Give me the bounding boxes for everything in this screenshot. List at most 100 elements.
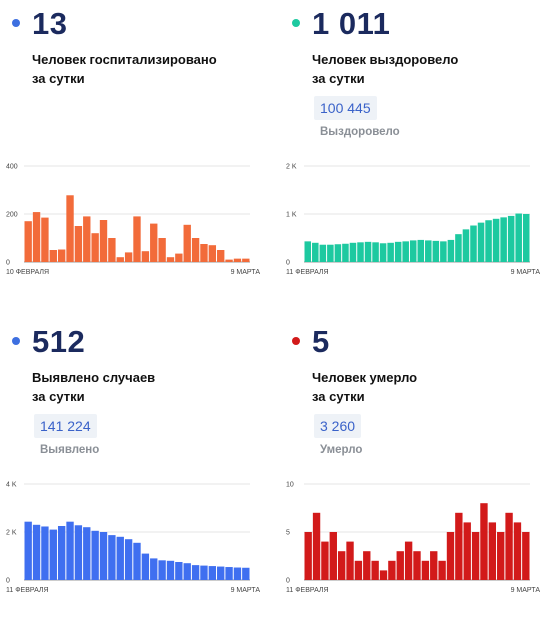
cases-bar [166, 560, 175, 580]
hospitalized-bar [116, 257, 124, 262]
hospitalized-count: 13 [32, 6, 68, 41]
deaths-description-line1: Человек умерло [312, 370, 418, 385]
hospitalized-bar [175, 253, 183, 262]
cases-chart: 4 K 2 K 0 11 ФЕВРАЛЯ 9 МАРТА [6, 482, 260, 595]
cases-bar [208, 566, 217, 580]
deaths-count: 5 [312, 324, 330, 359]
deaths-bar [463, 522, 471, 580]
recovered-total-value: 100 445 [314, 96, 377, 120]
recovered-bar [387, 242, 394, 262]
recovered-bar [425, 240, 432, 262]
cases-bar [141, 553, 150, 580]
hospitalized-bar [200, 244, 208, 262]
deaths-xend-label: 9 МАРТА [511, 587, 541, 594]
cases-bar [41, 526, 49, 580]
recovered-bar [394, 241, 402, 262]
recovered-bar [357, 242, 364, 262]
deaths-ytick-label: 0 [286, 578, 290, 585]
deaths-bar [354, 560, 363, 580]
hospitalized-xstart-label: 10 ФЕВРАЛЯ [6, 269, 49, 276]
deaths-bar [329, 532, 337, 580]
recovered-bar [432, 240, 440, 262]
recovered-bar [349, 242, 357, 262]
cases-bar [175, 562, 183, 580]
hospitalized-bar [233, 258, 242, 262]
deaths-bar [446, 532, 455, 580]
recovered-bar [470, 225, 477, 262]
cases-bar [116, 536, 124, 580]
cases-total-value: 141 224 [34, 414, 97, 438]
hospitalized-bar [124, 252, 133, 262]
recovered-xend-label: 9 МАРТА [511, 269, 541, 276]
cases-ytick-label: 4 K [6, 482, 17, 489]
deaths-bar [471, 532, 480, 580]
hospitalized-bar [158, 238, 166, 262]
hospitalized-indicator-dot [12, 19, 20, 27]
recovered-bar [500, 217, 507, 262]
recovered-bar [402, 241, 409, 262]
recovered-total-label: Выздоровело [320, 126, 400, 138]
deaths-chart: 10 5 0 11 ФЕВРАЛЯ 9 МАРТА [286, 482, 541, 595]
cases-description-line2: за сутки [32, 389, 85, 404]
deaths-description: Человек умерло за сутки [312, 368, 537, 406]
recovered-description: Человек выздоровело за сутки [312, 50, 537, 88]
cases-xstart-label: 11 ФЕВРАЛЯ [6, 587, 49, 594]
deaths-panel: 5 Человек умерло за сутки 3 260 Умерло 1… [280, 318, 542, 618]
hospitalized-bar [57, 249, 66, 262]
deaths-xstart-label: 11 ФЕВРАЛЯ [286, 587, 329, 594]
deaths-bar [346, 541, 354, 580]
deaths-ytick-label: 10 [286, 482, 294, 489]
cases-count: 512 [32, 324, 86, 359]
deaths-bar [488, 522, 497, 580]
deaths-bar [337, 551, 346, 580]
deaths-bar [513, 522, 522, 580]
recovered-chart: 2 K 1 K 0 11 ФЕВРАЛЯ 9 МАРТА [286, 164, 541, 277]
hospitalized-bar [217, 250, 225, 262]
recovered-bar [334, 244, 342, 262]
recovered-xstart-label: 11 ФЕВРАЛЯ [286, 269, 329, 276]
hospitalized-bar [91, 233, 99, 262]
cases-bar [124, 539, 133, 580]
hospitalized-bar [166, 257, 175, 262]
hospitalized-bar [74, 226, 83, 262]
cases-bar [200, 565, 208, 580]
deaths-bar [438, 560, 446, 580]
cases-ytick-label: 0 [6, 578, 10, 585]
recovered-bar [485, 220, 492, 262]
hospitalized-bar [191, 238, 200, 262]
hospitalized-panel: 13 Человек госпитализировано за сутки 40… [0, 0, 262, 300]
cases-bar [183, 563, 191, 580]
recovered-bar [342, 243, 349, 262]
cases-bar [233, 567, 242, 580]
hospitalized-bar [24, 221, 32, 262]
hospitalized-ytick-label: 0 [6, 260, 10, 267]
recovered-bar [364, 241, 372, 262]
hospitalized-bar [66, 195, 74, 262]
deaths-bar [497, 532, 505, 580]
deaths-bar [505, 512, 513, 580]
hospitalized-bar [150, 223, 158, 262]
cases-bar [91, 530, 99, 580]
cases-total-label: Выявлено [40, 444, 100, 456]
deaths-bar [304, 532, 312, 580]
deaths-bar [379, 570, 388, 580]
hospitalized-bar [183, 224, 191, 262]
hospitalized-ytick-label: 200 [6, 212, 18, 219]
cases-panel: 512 Выявлено случаев за сутки 141 224 Вы… [0, 318, 262, 618]
deaths-bar [522, 532, 530, 580]
hospitalized-bar [141, 251, 150, 262]
deaths-ytick-label: 5 [286, 530, 290, 537]
recovered-bar [312, 242, 319, 262]
recovered-bar [409, 240, 417, 262]
hospitalized-description-line2: за сутки [32, 71, 85, 86]
recovered-ytick-label: 2 K [286, 164, 297, 171]
cases-bar [191, 565, 200, 580]
recovered-description-line2: за сутки [312, 71, 365, 86]
cases-bar [225, 567, 233, 580]
deaths-bar [312, 512, 321, 580]
cases-bar [133, 542, 141, 580]
cases-bar [74, 525, 83, 580]
recovered-indicator-dot [292, 19, 300, 27]
hospitalized-description-line1: Человек госпитализировано [32, 52, 217, 67]
recovered-bar [492, 218, 500, 262]
